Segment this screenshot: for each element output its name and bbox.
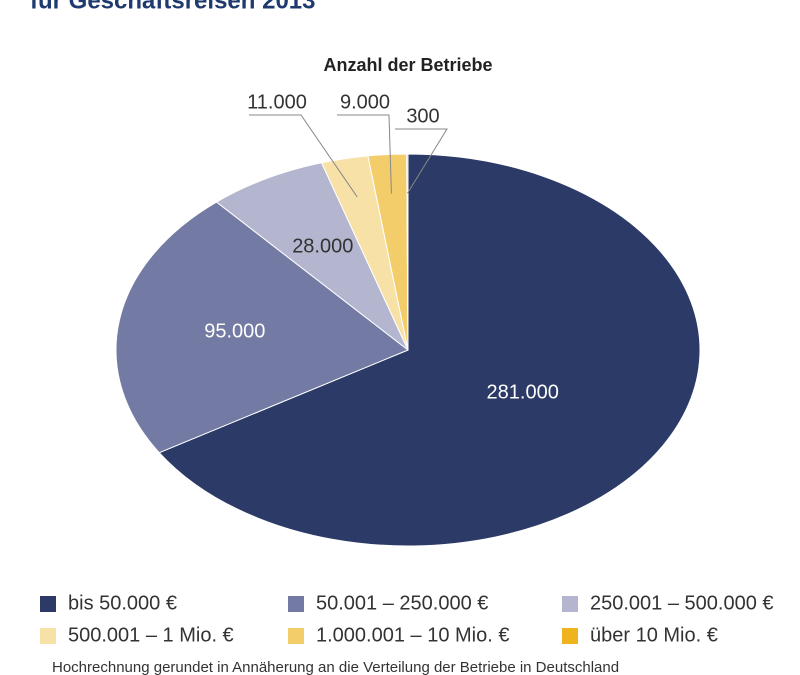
legend-swatch	[40, 628, 56, 644]
legend-label: 250.001 – 500.000 €	[590, 592, 774, 614]
data-label: 281.000	[487, 381, 559, 403]
legend-swatch	[562, 628, 578, 644]
pie-slice	[158, 153, 701, 547]
data-label: 300	[406, 105, 439, 127]
pie-slice	[115, 201, 409, 454]
legend-label: 1.000.001 – 10 Mio. €	[316, 624, 509, 646]
legend-swatch	[40, 596, 56, 612]
pie-slice	[215, 162, 409, 351]
data-label: 11.000	[247, 91, 307, 113]
leader-line	[337, 114, 392, 194]
leader-line	[395, 128, 448, 194]
leader-line	[249, 114, 358, 198]
data-label: 28.000	[292, 236, 353, 258]
footnote: Hochrechnung gerundet in Annäherung an d…	[52, 659, 619, 675]
legend-label: 500.001 – 1 Mio. €	[68, 624, 234, 646]
chart-subtitle: Anzahl der Betriebe	[323, 55, 492, 75]
legend-swatch	[288, 628, 304, 644]
chart-title: für Geschäftsreisen 2013	[30, 0, 315, 14]
legend-label: bis 50.000 €	[68, 592, 177, 614]
legend-swatch	[562, 596, 578, 612]
data-label: 9.000	[340, 91, 390, 113]
legend-swatch	[288, 596, 304, 612]
legend-label: über 10 Mio. €	[590, 624, 718, 646]
legend-label: 50.001 – 250.000 €	[316, 592, 488, 614]
data-label: 95.000	[204, 320, 265, 342]
pie-slice	[406, 153, 409, 351]
